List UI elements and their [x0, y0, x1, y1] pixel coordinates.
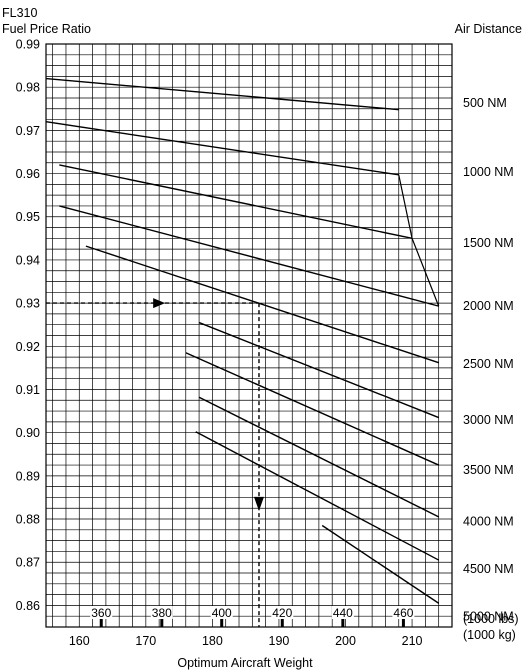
kg-tick-label: 190 [269, 634, 290, 648]
distance-label: 1000 NM [463, 165, 514, 179]
distance-label: 500 NM [463, 96, 507, 110]
distance-label: 4000 NM [463, 515, 514, 529]
series-line [59, 164, 413, 240]
distance-label: 3000 NM [463, 413, 514, 427]
lbs-tick-label-bg [331, 606, 354, 619]
kg-tick-label: 180 [202, 634, 223, 648]
lbs-tick-mark [220, 619, 224, 627]
distance-label: 2500 NM [463, 357, 514, 371]
distance-label: 1500 NM [463, 236, 514, 250]
y-tick-label: 0.95 [16, 210, 40, 224]
envelope-line [398, 174, 440, 307]
series-line [185, 352, 439, 466]
y-tick-label: 0.93 [16, 297, 40, 311]
lbs-tick-label-bg [150, 606, 173, 619]
example-path [46, 298, 264, 627]
lbs-tick-label: 360 [91, 606, 111, 620]
series-line [45, 121, 399, 176]
lbs-tick-mark [341, 619, 345, 627]
plot-frame [45, 43, 453, 628]
series-line [198, 396, 440, 518]
lbs-tick-labels: 360 380 400 420 440 460 [90, 606, 415, 627]
lbs-tick-label: 400 [212, 606, 232, 620]
distance-label: 3500 NM [463, 463, 514, 477]
series-line [198, 321, 439, 419]
chart-title: FL310 [2, 6, 37, 20]
lbs-tick-label-bg [271, 606, 294, 619]
lbs-tick-label: 440 [333, 606, 353, 620]
distance-label: 5000 NM [463, 610, 514, 624]
series-line [45, 77, 399, 111]
y-tick-label: 0.88 [16, 513, 40, 527]
lbs-tick-mark [99, 619, 103, 627]
kg-tick-label: 170 [135, 634, 156, 648]
series-line [321, 524, 440, 604]
lbs-tick-label: 420 [272, 606, 292, 620]
y-tick-labels: 0.99 0.98 0.97 0.96 0.95 0.94 0.93 0.92 0.91 0.90… [16, 38, 40, 613]
y-axis-label: Fuel Price Ratio [2, 22, 91, 36]
series-line [85, 245, 439, 364]
x-axis-label: Optimum Aircraft Weight [177, 656, 313, 670]
lbs-tick-label-bg [210, 606, 233, 619]
y-tick-label: 0.92 [16, 340, 40, 354]
distance-lines [45, 77, 440, 604]
lbs-tick-label: 460 [393, 606, 413, 620]
y-tick-label: 0.94 [16, 253, 40, 267]
lbs-tick-mark [160, 619, 164, 627]
kg-unit-label: (1000 kg) [463, 628, 516, 642]
y-tick-label: 0.98 [16, 81, 40, 95]
distance-label: 4500 NM [463, 562, 514, 576]
kg-tick-label: 160 [69, 634, 90, 648]
y-tick-label: 0.87 [16, 556, 40, 570]
lbs-tick-mark [401, 619, 405, 627]
y-tick-label: 0.89 [16, 469, 40, 483]
lbs-tick-label: 380 [152, 606, 172, 620]
kg-tick-label: 200 [335, 634, 356, 648]
lbs-tick-mark [280, 619, 284, 627]
arrow-right [153, 298, 166, 309]
y-tick-label: 0.97 [16, 124, 40, 138]
kg-tick-label: 210 [402, 634, 423, 648]
distance-label: 2000 NM [463, 299, 514, 313]
series-line [59, 205, 439, 307]
right-axis-label: Air Distance [455, 22, 522, 36]
lbs-unit-label: (1000 lbs) [463, 612, 519, 626]
y-tick-label: 0.86 [16, 599, 40, 613]
grid [45, 43, 453, 628]
y-tick-label: 0.96 [16, 167, 40, 181]
y-tick-label: 0.91 [16, 383, 40, 397]
y-tick-label: 0.99 [16, 38, 40, 52]
y-tick-label: 0.90 [16, 426, 40, 440]
lbs-tick-label-bg [90, 606, 113, 619]
series-line [195, 431, 440, 561]
lbs-tick-label-bg [392, 606, 415, 619]
distance-labels: 500 NM 1000 NM 1500 NM 2000 NM 2500 NM 3000 N… [463, 96, 514, 624]
kg-tick-labels: 160 170 180 190 200 210 [69, 634, 423, 648]
arrow-down [253, 496, 264, 511]
